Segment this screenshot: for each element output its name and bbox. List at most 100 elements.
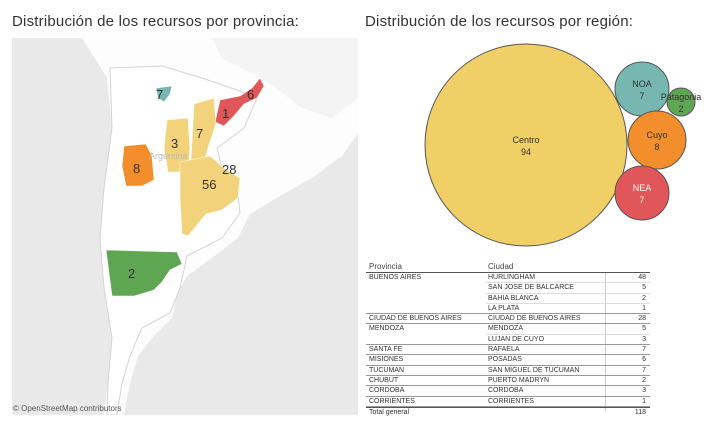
table-row[interactable]: MENDOZA MENDOZA 5 [366,324,650,335]
table-row[interactable]: BUENOS AIRES HURLINGHAM 48 [366,273,650,284]
row-divider [366,344,650,346]
row-divider [486,302,650,304]
bubble-nea[interactable] [614,165,670,221]
table-row[interactable]: CORRIENTES CORRIENTES 1 [366,397,650,407]
map-label-buenos-aires: 56 [202,177,216,192]
map-label-tucuman: 7 [156,87,163,102]
bubble-canvas[interactable]: Centro 94 NOA 7 Patagonia 2 Cuyo 8 NEA 7 [360,36,710,258]
cell-ciudad: LA PLATA [488,304,520,312]
cell-valor: 1 [642,397,646,405]
map-label-chubut: 2 [128,266,135,281]
bubble-label-nea: NEA [633,183,652,193]
cell-valor: 28 [638,315,646,323]
cell-ciudad: RAFAELA [488,346,520,354]
cell-ciudad: SAN MIGUEL DE TUCUMAN [488,366,580,374]
table-row[interactable]: LUJAN DE CUYO 3 [366,335,650,346]
cell-provincia: CHUBUT [369,376,399,384]
row-divider [366,364,650,366]
province-buenos-aires [179,155,241,237]
cell-provincia: SANTA FE [369,346,403,354]
row-divider [486,292,650,294]
province-mendoza [121,143,155,187]
cell-valor: 6 [642,356,646,364]
cell-provincia: CIUDAD DE BUENOS AIRES [369,315,462,323]
bubble-label-cuyo: Cuyo [646,130,667,140]
cell-ciudad: MENDOZA [488,325,523,333]
province-chubut [105,249,183,297]
map-label-santa-fe: 7 [196,126,203,141]
bubble-value-patagonia: 2 [678,104,683,114]
row-divider [366,354,650,356]
value-column-separator [605,272,606,411]
table-row[interactable]: TUCUMAN SAN MIGUEL DE TUCUMAN 7 [366,366,650,376]
cell-provincia: TUCUMAN [369,366,404,374]
cell-provincia: BUENOS AIRES [369,274,422,281]
table-row[interactable]: CORDOBA CORDOBA 3 [366,386,650,397]
row-divider [366,374,650,376]
cell-valor: 2 [642,376,646,384]
cell-provincia: MENDOZA [369,325,404,333]
map-label-misiones: 6 [247,87,254,102]
cell-valor: 1 [642,304,646,312]
cell-valor: 3 [642,387,646,395]
row-divider [366,385,650,387]
cell-valor: 7 [642,366,646,374]
bubble-label-centro: Centro [512,135,539,145]
bubble-patagonia[interactable] [666,87,696,117]
cell-ciudad: CIUDAD DE BUENOS AIRES [488,315,581,323]
cell-provincia: MISIONES [369,356,404,364]
bubble-title: Distribución de los recursos por región: [365,13,634,30]
map-label-ciudad-buenos-aires: 28 [222,162,236,177]
row-divider [486,333,650,335]
bubble-cuyo[interactable] [627,110,687,170]
row-divider [366,395,650,397]
province-tucuman [155,85,173,103]
cell-ciudad: SAN JOSE DE BALCARCE [488,284,574,292]
table-row[interactable]: MISIONES POSADAS 6 [366,355,650,366]
map-country-label: Argentina [149,151,188,161]
table-row[interactable]: SANTA FE RAFAELA 7 [366,345,650,356]
table-row[interactable]: CHUBUT PUERTO MADRYN 2 [366,376,650,387]
map-canvas[interactable]: 7 6 1 7 3 Argentina 8 28 56 2 [12,38,358,415]
header-ciudad: Ciudad [488,262,514,271]
cell-ciudad: POSADAS [488,356,522,364]
table-row[interactable]: CIUDAD DE BUENOS AIRES CIUDAD DE BUENOS A… [366,314,650,325]
table-total-row[interactable]: Total general 118 [366,406,650,417]
bubble-value-noa: 7 [639,91,644,101]
cell-valor: 2 [642,294,646,302]
cell-ciudad: PUERTO MADRYN [488,376,550,384]
row-divider [366,405,650,407]
cell-ciudad: LUJAN DE CUYO [488,335,545,343]
bubble-label-noa: NOA [632,79,652,89]
table-row[interactable]: LA PLATA 1 [366,304,650,315]
table-row[interactable]: BAHIA BLANCA 2 [366,294,650,304]
map-attribution[interactable]: © OpenStreetMap contributors [13,404,122,413]
bubble-value-nea: 7 [639,195,644,205]
province-misiones-corrientes [214,77,265,127]
total-value: 118 [634,408,646,416]
row-divider [366,313,650,315]
cell-ciudad: HURLINGHAM [488,274,536,281]
region-bubble-chart[interactable]: Centro 94 NOA 7 Patagonia 2 Cuyo 8 NEA 7 [360,36,710,258]
land-neighbours [212,38,358,118]
province-map[interactable]: 7 6 1 7 3 Argentina 8 28 56 2 © OpenStre… [12,38,358,415]
bubble-centro[interactable] [424,43,628,247]
cell-valor: 48 [638,274,646,281]
cell-ciudad: BAHIA BLANCA [488,294,539,302]
map-label-mendoza: 8 [133,161,140,176]
table-row[interactable]: SAN JOSE DE BALCARCE 5 [366,283,650,294]
cell-valor: 5 [642,284,646,292]
row-divider [486,282,650,284]
land-west [12,38,112,415]
bubble-noa[interactable] [614,61,670,117]
cell-valor: 5 [642,325,646,333]
bubble-value-centro: 94 [521,147,531,157]
map-title: Distribución de los recursos por provinc… [12,13,300,30]
cell-ciudad: CORDOBA [488,387,524,395]
header-provincia: Provincia [369,262,402,271]
cell-valor: 7 [642,346,646,354]
cell-valor: 3 [642,335,646,343]
cell-provincia: CORDOBA [369,387,405,395]
resources-table[interactable]: Provincia Ciudad BUENOS AIRES HURLINGHAM 4… [366,260,650,416]
map-label-corrientes: 1 [222,106,229,121]
